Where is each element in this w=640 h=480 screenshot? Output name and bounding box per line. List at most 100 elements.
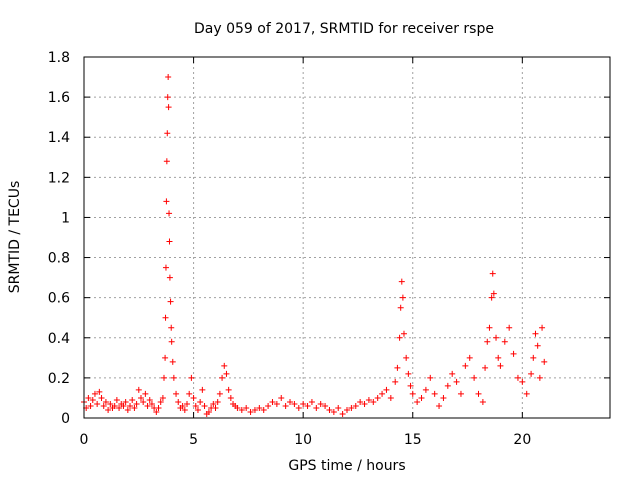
data-point-marker	[155, 404, 162, 411]
data-point-marker	[396, 334, 403, 341]
data-point-marker	[317, 400, 324, 407]
data-point-marker	[344, 406, 350, 413]
data-point-marker	[444, 382, 451, 389]
data-point-marker	[383, 386, 390, 393]
data-point-marker	[466, 354, 473, 361]
data-point-marker	[170, 374, 177, 381]
data-point-marker	[163, 198, 170, 205]
data-point-marker	[269, 398, 276, 405]
data-point-marker	[162, 354, 169, 361]
y-tick-label: 1	[61, 210, 70, 226]
data-point-marker	[146, 396, 153, 403]
data-point-marker	[165, 74, 172, 81]
data-point-marker	[453, 378, 460, 385]
data-point-marker	[160, 374, 167, 381]
data-point-marker	[304, 402, 311, 409]
data-point-marker	[102, 398, 109, 405]
data-point-marker	[107, 400, 114, 407]
data-point-marker	[414, 398, 421, 405]
data-point-marker	[96, 388, 103, 395]
data-point-marker	[186, 390, 193, 397]
data-point-marker	[157, 398, 164, 405]
data-point-marker	[403, 354, 410, 361]
data-point-marker	[482, 364, 489, 371]
data-point-marker	[89, 396, 96, 403]
data-point-marker	[166, 210, 173, 217]
data-point-marker	[484, 338, 491, 345]
data-point-marker	[201, 402, 208, 409]
data-point-marker	[166, 274, 173, 281]
data-point-marker	[409, 390, 416, 397]
data-point-marker	[223, 370, 230, 377]
data-point-marker	[173, 390, 180, 397]
data-point-marker	[313, 404, 320, 411]
y-tick-label: 0.2	[48, 371, 70, 387]
y-axis: 0 0.2 0.4 0.6 0.8 1 1.2 1.4 1.6 1.8	[48, 50, 610, 427]
data-point-marker	[234, 404, 241, 411]
data-point-marker	[374, 394, 381, 401]
y-tick-label: 0.4	[48, 331, 70, 347]
data-point-marker	[205, 408, 212, 415]
data-point-marker	[399, 294, 406, 301]
data-point-marker	[210, 400, 217, 407]
data-point-marker	[251, 406, 258, 413]
data-point-marker	[162, 314, 169, 321]
data-point-marker	[148, 400, 155, 407]
y-tick-label: 0	[61, 411, 70, 427]
data-point-marker	[457, 390, 464, 397]
data-point-marker	[105, 406, 112, 413]
data-point-marker	[256, 404, 263, 411]
data-point-marker	[431, 390, 438, 397]
data-point-marker	[479, 398, 486, 405]
grid-lines	[84, 57, 610, 418]
y-tick-label: 1.6	[48, 90, 70, 106]
data-point-marker	[188, 374, 195, 381]
data-point-marker	[142, 390, 149, 397]
data-point-marker	[348, 404, 355, 411]
data-point-marker	[427, 374, 434, 381]
data-point-marker	[116, 404, 123, 411]
data-point-marker	[164, 94, 171, 101]
data-point-marker	[199, 386, 206, 393]
data-points	[81, 74, 548, 417]
data-point-marker	[133, 400, 140, 407]
data-point-marker	[181, 406, 188, 413]
data-point-marker	[100, 402, 107, 409]
data-point-marker	[398, 278, 405, 285]
data-point-marker	[175, 398, 182, 405]
data-point-marker	[291, 400, 298, 407]
data-point-marker	[140, 398, 147, 405]
data-point-marker	[418, 394, 425, 401]
data-point-marker	[475, 390, 482, 397]
data-point-marker	[169, 358, 176, 365]
x-tick-label: 15	[404, 432, 422, 448]
data-point-marker	[532, 330, 539, 337]
data-point-marker	[144, 402, 151, 409]
data-point-marker	[98, 394, 105, 401]
data-point-marker	[127, 402, 134, 409]
data-point-marker	[225, 386, 232, 393]
x-tick-label: 5	[189, 432, 198, 448]
data-point-marker	[124, 406, 131, 413]
data-point-marker	[510, 350, 517, 357]
data-point-marker	[501, 338, 508, 345]
data-point-marker	[300, 400, 307, 407]
data-point-marker	[212, 404, 219, 411]
data-point-marker	[287, 398, 294, 405]
data-point-marker	[462, 362, 469, 369]
data-point-marker	[282, 402, 289, 409]
data-point-marker	[534, 342, 541, 349]
data-point-marker	[352, 402, 359, 409]
data-point-marker	[197, 398, 204, 405]
data-point-marker	[295, 404, 302, 411]
data-point-marker	[278, 394, 285, 401]
data-point-marker	[184, 400, 191, 407]
data-point-marker	[471, 374, 478, 381]
data-point-marker	[495, 354, 502, 361]
data-point-marker	[335, 404, 342, 411]
data-point-marker	[488, 294, 495, 301]
data-point-marker	[165, 104, 172, 111]
data-point-marker	[260, 406, 267, 413]
data-point-marker	[308, 398, 315, 405]
